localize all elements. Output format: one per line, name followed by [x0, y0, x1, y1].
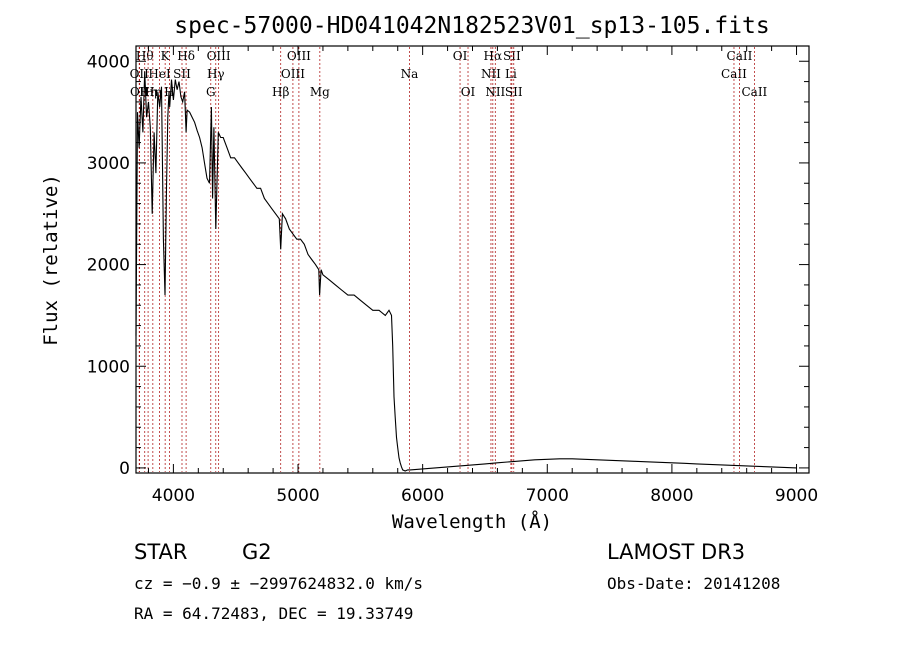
x-axis-label: Wavelength (Å) — [392, 510, 552, 533]
x-tick-label: 4000 — [152, 486, 195, 506]
x-tick-label: 6000 — [401, 486, 444, 506]
line-label: HeI — [148, 67, 171, 81]
line-label: OIII — [287, 49, 311, 63]
line-label: OI — [453, 49, 468, 63]
line-label: SII — [505, 85, 523, 99]
y-axis-ticks: 0 1000 2000 3000 4000 — [87, 52, 809, 479]
line-label: SII — [173, 67, 191, 81]
object-class: STAR — [134, 540, 187, 564]
line-label: Hα — [484, 49, 503, 63]
line-label: CaII — [741, 85, 767, 99]
line-label: Na — [401, 67, 419, 81]
survey-name: LAMOST DR3 — [607, 540, 745, 564]
y-tick-label: 1000 — [87, 357, 130, 377]
line-label: OII — [130, 67, 150, 81]
line-label: K — [161, 49, 171, 63]
ra-dec: RA = 64.72483, DEC = 19.33749 — [134, 604, 413, 623]
object-subclass: G2 — [242, 540, 272, 564]
y-tick-label: 4000 — [87, 52, 130, 72]
line-label: NII — [481, 67, 501, 81]
chart-title: spec-57000-HD041042N182523V01_sp13-105.f… — [174, 13, 769, 39]
line-label: G — [206, 85, 216, 99]
line-label: CaII — [727, 49, 753, 63]
spectrum-line — [135, 71, 797, 472]
x-tick-label: 7000 — [526, 486, 569, 506]
line-label: Hη — [144, 85, 162, 99]
y-axis-label: Flux (relative) — [40, 174, 62, 346]
redshift-cz: cz = −0.9 ± −2997624832.0 km/s — [134, 574, 423, 593]
spectral-line-markers: HθHηOIIOIIHηHeIKHSIIHδGHγOIIIHβOIIIOIIIM… — [130, 47, 768, 472]
line-label: Mg — [310, 85, 330, 99]
y-tick-label: 3000 — [87, 154, 130, 174]
line-label: CaII — [721, 67, 747, 81]
line-label: Li — [505, 67, 517, 81]
y-tick-label: 0 — [119, 459, 130, 479]
x-axis-ticks: 4000 5000 6000 7000 8000 9000 — [147, 46, 818, 506]
line-label: OIII — [207, 49, 231, 63]
line-label: Hγ — [207, 67, 225, 81]
line-label: OIII — [281, 67, 305, 81]
x-tick-label: 8000 — [650, 486, 693, 506]
plot-frame — [135, 45, 810, 474]
line-label: SII — [503, 49, 521, 63]
observation-date: Obs-Date: 20141208 — [607, 574, 780, 593]
line-label: OI — [461, 85, 476, 99]
x-tick-label: 5000 — [276, 486, 319, 506]
line-label: Hθ — [136, 49, 154, 63]
line-label: NII — [485, 85, 505, 99]
x-tick-label: 9000 — [775, 486, 818, 506]
line-label: Hδ — [177, 49, 195, 63]
y-tick-label: 2000 — [87, 256, 130, 276]
line-label: Hβ — [272, 85, 289, 99]
